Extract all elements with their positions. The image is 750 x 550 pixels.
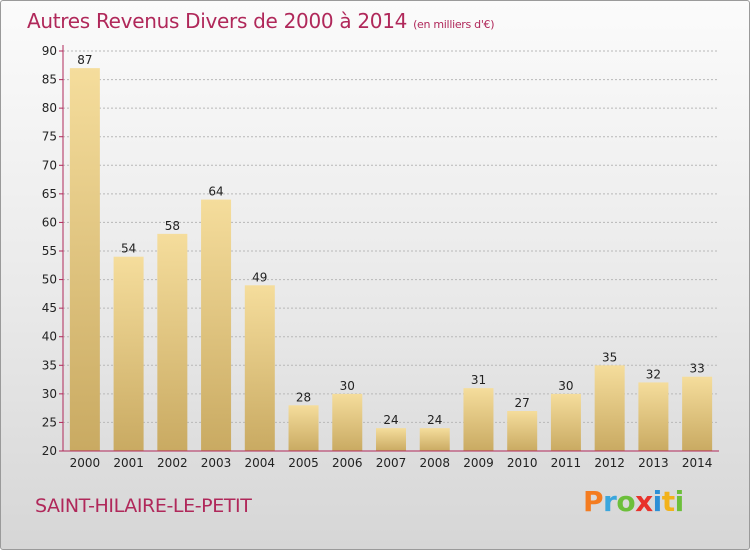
commune-name: SAINT-HILAIRE-LE-PETIT [35,495,252,517]
logo-letter: x [635,485,653,518]
data-label: 27 [515,396,530,410]
logo-letter: P [583,485,604,518]
x-tick-label: 2000 [70,456,101,470]
x-tick-label: 2007 [376,456,407,470]
logo-letter: i [674,485,685,518]
logo-letter: t [661,485,675,518]
bar [332,393,363,451]
data-label: 30 [558,379,573,393]
x-tick-label: 2011 [551,456,582,470]
data-label: 35 [602,350,617,364]
data-label: 30 [340,379,355,393]
bar [244,285,275,451]
bar [507,411,538,451]
bar [376,428,406,451]
bar [157,233,188,451]
x-tick-label: 2002 [157,456,188,470]
chart-subtitle: (en milliers d'€) [413,18,495,31]
data-label: 32 [646,367,661,381]
proxiti-logo: Proxiti [583,485,684,518]
data-label: 54 [121,242,136,256]
y-tick-label: 40 [42,330,57,344]
y-tick-label: 30 [42,387,57,401]
y-tick-label: 50 [42,273,57,287]
data-label: 31 [471,373,486,387]
x-tick-label: 2014 [682,456,713,470]
x-tick-label: 2003 [201,456,232,470]
x-tick-label: 2005 [288,456,319,470]
x-tick-label: 2008 [419,456,450,470]
data-label: 49 [252,270,267,284]
bar [463,388,494,451]
y-tick-label: 25 [42,415,57,429]
y-tick-label: 90 [42,44,57,58]
x-tick-label: 2010 [507,456,538,470]
y-tick-label: 80 [42,101,57,115]
y-tick-label: 70 [42,158,57,172]
x-tick-label: 2004 [245,456,276,470]
bar [638,382,669,451]
bar [594,365,625,451]
chart-title-text: Autres Revenus Divers de 2000 à 2014 [27,9,408,33]
y-tick-label: 45 [42,301,57,315]
bar [113,256,144,451]
x-tick-label: 2012 [594,456,625,470]
y-tick-label: 35 [42,358,57,372]
y-tick-label: 85 [42,73,57,87]
y-tick-label: 60 [42,215,57,229]
y-tick-label: 65 [42,187,57,201]
data-label: 24 [427,413,442,427]
y-tick-label: 20 [42,444,57,458]
x-tick-label: 2006 [332,456,363,470]
bar [550,393,581,451]
bar [419,428,450,451]
logo-letter: r [603,485,617,518]
x-tick-label: 2009 [463,456,494,470]
chart-title: Autres Revenus Divers de 2000 à 2014 (en … [27,9,495,33]
x-tick-label: 2001 [113,456,144,470]
x-tick-label: 2013 [638,456,669,470]
logo-letter: i [652,485,663,518]
data-label: 64 [208,185,223,199]
logo-letter: o [616,485,636,518]
data-label: 33 [689,362,704,376]
bar [288,405,319,451]
y-tick-label: 75 [42,130,57,144]
data-label: 24 [383,413,398,427]
data-label: 58 [165,219,180,233]
y-tick-label: 55 [42,244,57,258]
bar [682,376,713,451]
bar [69,68,100,452]
bar [201,199,232,451]
data-label: 87 [77,53,92,67]
data-label: 28 [296,390,311,404]
